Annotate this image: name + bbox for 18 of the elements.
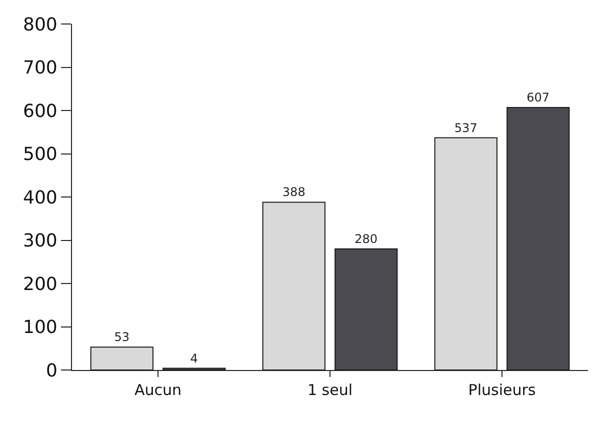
y-tick-label: 500 — [23, 144, 58, 166]
x-tick-label: 1 seul — [307, 381, 353, 399]
y-tick-label: 600 — [23, 100, 58, 122]
x-tick-label: Aucun — [134, 381, 182, 399]
data-label: 388 — [282, 185, 306, 200]
y-tick-label: 800 — [23, 14, 58, 36]
y-tick-label: 300 — [23, 230, 58, 252]
data-label: 4 — [190, 351, 198, 366]
y-tick-label: 100 — [23, 317, 58, 338]
y-tick-label: 0 — [46, 360, 58, 382]
y-tick-label: 700 — [23, 58, 58, 79]
y-tick-label: 400 — [23, 187, 58, 208]
data-label: 53 — [114, 330, 130, 344]
data-label: 607 — [526, 90, 550, 104]
x-tick-label: Plusieurs — [468, 381, 536, 399]
data-label: 537 — [454, 120, 478, 135]
data-label: 280 — [354, 232, 378, 246]
y-tick-label: 200 — [23, 274, 58, 295]
